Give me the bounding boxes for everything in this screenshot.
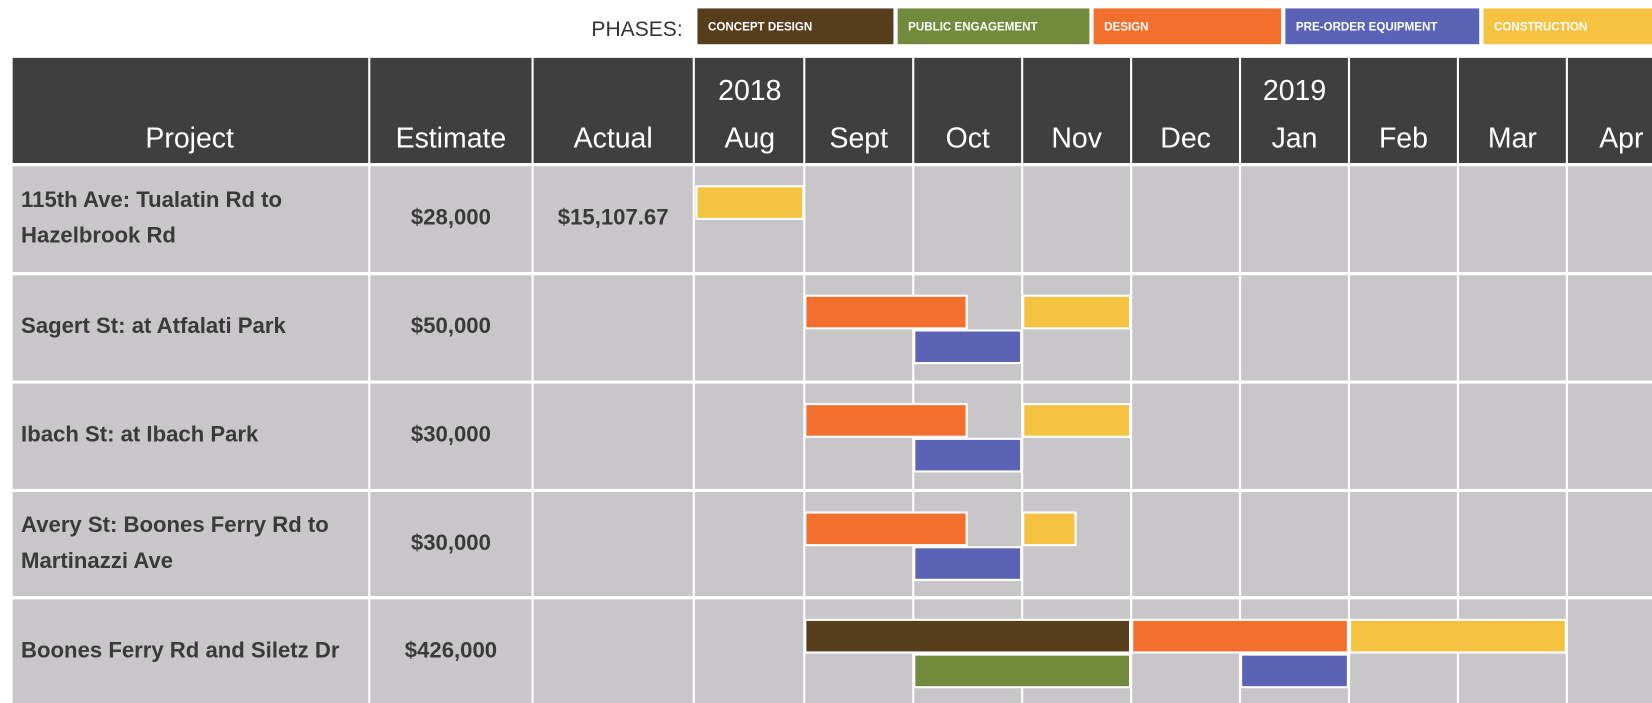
actual: $15,107.67 [558, 205, 669, 230]
phase-bar [1022, 294, 1132, 330]
legend-label: DESIGN [1104, 21, 1148, 33]
legend-swatch [1483, 8, 1652, 45]
month-header: Aug [725, 122, 776, 154]
month-header: Nov [1051, 122, 1102, 154]
month-header: Jan [1272, 122, 1318, 154]
project-name: Hazelbrook Rd [21, 223, 176, 248]
project-name: Martinazzi Ave [21, 548, 173, 573]
phase-bar [804, 511, 968, 547]
estimate: $28,000 [411, 205, 491, 230]
month-header: Dec [1160, 122, 1211, 154]
month-header: Feb [1379, 122, 1428, 154]
legend-label: CONCEPT DESIGN [708, 21, 812, 33]
legend-label: PRE-ORDER EQUIPMENT [1296, 21, 1438, 33]
estimate: $30,000 [411, 530, 491, 555]
phase-bar [1131, 618, 1349, 654]
phase-bar [913, 653, 1132, 689]
header-bg [12, 57, 1652, 164]
phase-bar [804, 618, 1132, 654]
phase-bar [1348, 618, 1567, 654]
legend-label: CONSTRUCTION [1494, 21, 1587, 33]
phase-bar [1240, 653, 1349, 689]
phase-bar [804, 403, 968, 438]
phase-bar [913, 437, 1023, 473]
phase-bar [913, 546, 1023, 581]
project-name: Ibach St: at Ibach Park [21, 422, 259, 447]
year-header: 2018 [718, 75, 781, 107]
month-header: Oct [946, 122, 990, 154]
column-header: Actual [574, 122, 653, 154]
legend-swatch [897, 8, 1090, 45]
column-header: Estimate [396, 122, 507, 154]
legend-label: PUBLIC ENGAGEMENT [908, 21, 1037, 33]
phase-bar [804, 294, 968, 330]
estimate: $30,000 [411, 422, 491, 447]
legend-title: PHASES: [591, 18, 682, 41]
phase-bar [1022, 403, 1132, 438]
project-name: Boones Ferry Rd and Siletz Dr [21, 637, 340, 662]
year-header: 2019 [1263, 75, 1326, 107]
column-header: Project [145, 122, 234, 154]
phase-bar [695, 185, 805, 220]
month-header: Mar [1488, 122, 1537, 154]
project-name: Sagert St: at Atfalati Park [21, 313, 286, 338]
phase-bar [1022, 511, 1077, 547]
project-name: Avery St: Boones Ferry Rd to [21, 512, 329, 537]
legend-swatch [697, 8, 894, 45]
phase-bar [913, 329, 1023, 365]
month-header: Sept [830, 122, 889, 154]
legend-swatch [1093, 8, 1282, 45]
estimate: $426,000 [405, 637, 497, 662]
month-header: Apr [1599, 122, 1643, 154]
estimate: $50,000 [411, 313, 491, 338]
project-name: 115th Ave: Tualatin Rd to [21, 187, 282, 212]
legend-swatch [1285, 8, 1480, 45]
